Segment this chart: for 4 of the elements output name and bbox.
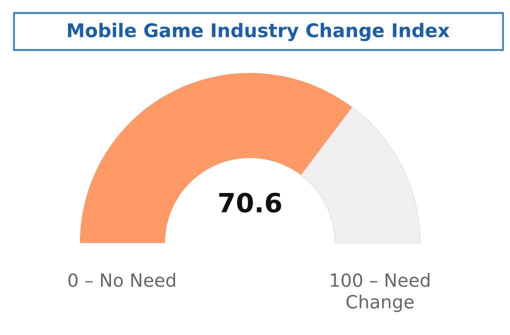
data-label: 70.6 <box>219 192 282 213</box>
chart-title: Mobile Game Industry Change Index <box>68 22 450 42</box>
text: 0 – No Need <box>68 273 176 287</box>
text: 100 – Need Change <box>330 273 430 312</box>
